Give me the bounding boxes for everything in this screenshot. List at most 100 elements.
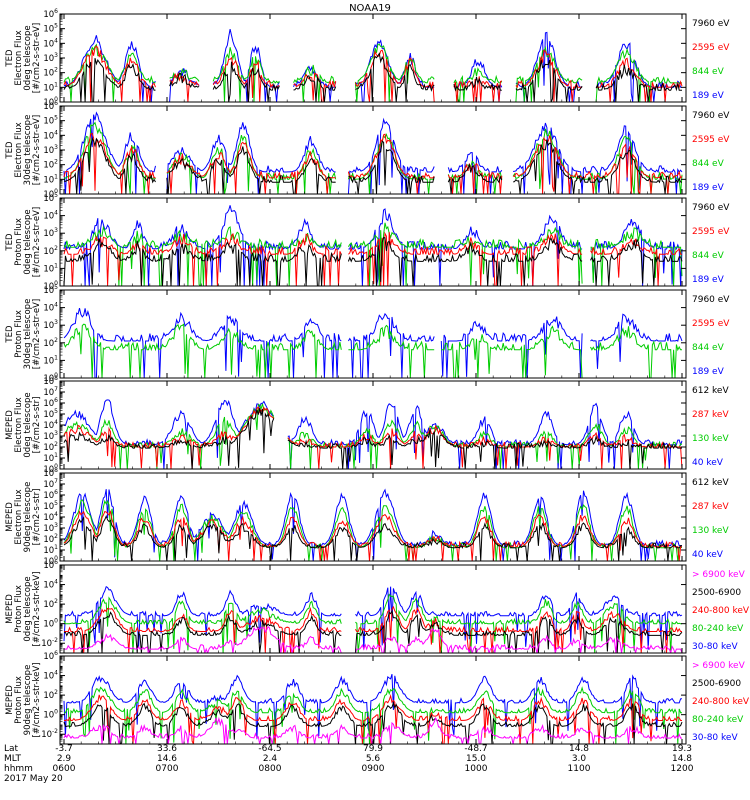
y-tick-label: 106 — [43, 559, 58, 571]
series-black — [63, 407, 682, 469]
y-axis-label: [#/cm2-s-str-keV] — [32, 663, 42, 738]
legend-entry: 844 eV — [692, 159, 725, 169]
y-tick-label: 102 — [43, 337, 58, 349]
series-magenta — [64, 625, 683, 653]
y-tick-label: 107 — [43, 478, 58, 490]
x-tick-label: 14.8 — [672, 754, 692, 764]
y-tick-label: 101 — [43, 173, 58, 185]
y-axis-label: MEPED — [5, 685, 15, 715]
y-tick-label: 100 — [43, 96, 58, 108]
y-axis-label: 30deg telescope — [23, 115, 33, 186]
series-red — [64, 694, 682, 744]
y-tick-label: 102 — [43, 689, 58, 701]
series-red — [63, 509, 682, 561]
y-tick-label: 106 — [43, 100, 58, 112]
y-tick-label: 102 — [43, 159, 58, 171]
y-tick-label: 105 — [43, 500, 58, 512]
x-tick-label: 0800 — [259, 764, 282, 774]
y-tick-label: 105 — [43, 192, 58, 204]
y-tick-label: 102 — [43, 441, 58, 453]
legend-entry: 7960 eV — [692, 203, 730, 213]
y-axis-label: MEPED — [5, 594, 15, 624]
y-tick-label: 104 — [43, 129, 58, 141]
y-tick-label: 105 — [43, 115, 58, 127]
legend-entry: 40 keV — [692, 550, 724, 560]
legend-entry: 189 eV — [692, 275, 725, 285]
y-tick-label: 100 — [43, 463, 58, 475]
x-tick-label: 5.6 — [366, 754, 381, 764]
legend-entry: 612 keV — [692, 386, 729, 396]
y-tick-label: 100 — [43, 618, 58, 630]
x-tick-label: 3.0 — [572, 754, 587, 764]
y-axis-label: Electron Flux — [14, 397, 24, 452]
y-tick-label: 106 — [43, 397, 58, 409]
series-green — [63, 121, 683, 194]
y-tick-label: 101 — [43, 452, 58, 464]
x-tick-label: 15.0 — [466, 754, 486, 764]
series-black — [64, 609, 683, 653]
legend-entry: 2500-6900 — [692, 679, 741, 689]
legend-entry: 80-240 keV — [692, 715, 744, 725]
series-black — [63, 236, 683, 286]
y-axis-label: Proton Flux — [14, 585, 24, 633]
y-tick-label: 105 — [43, 408, 58, 420]
x-tick-label: 0700 — [156, 764, 179, 774]
panel-frame — [59, 564, 687, 654]
legend-entry: 7960 eV — [692, 19, 730, 29]
legend-entry: 189 eV — [692, 91, 725, 101]
y-tick-label: 104 — [43, 670, 58, 682]
legend-entry: 30-80 keV — [692, 642, 738, 652]
y-tick-label: 10-2 — [41, 637, 58, 649]
y-axis-label: [#/cm2-s-str] — [32, 397, 42, 454]
y-axis-label: TED — [5, 141, 15, 160]
legend-entry: 287 keV — [692, 502, 729, 512]
y-axis-label: TED — [5, 233, 15, 252]
y-tick-label: 103 — [43, 227, 58, 239]
y-tick-label: 104 — [43, 210, 58, 222]
y-axis-label: TED — [5, 49, 15, 68]
series-blue — [63, 488, 682, 561]
series-green — [63, 499, 683, 561]
x-tick-label: 0900 — [362, 764, 385, 774]
y-axis-label: 30deg telescope — [23, 299, 33, 370]
y-tick-label: 100 — [43, 372, 58, 384]
y-tick-label: 106 — [43, 8, 58, 20]
series-blue — [63, 585, 683, 651]
y-tick-label: 108 — [43, 467, 58, 479]
x-tick-label: 2.9 — [57, 754, 72, 764]
y-tick-label: 102 — [43, 67, 58, 79]
series-black — [63, 137, 683, 194]
y-axis-label: Proton Flux — [14, 218, 24, 266]
panel-2: 100 101 102 103 104 105 106 TED Electron Flux 30d… — [5, 100, 730, 200]
y-tick-label: 10-2 — [41, 728, 58, 740]
y-tick-label: 101 — [43, 81, 58, 93]
legend-entry: 130 keV — [692, 434, 729, 444]
x-tick-label: 1000 — [465, 764, 488, 774]
x-tick-label: 1200 — [671, 764, 694, 774]
y-tick-label: 104 — [43, 37, 58, 49]
legend-entry: 30-80 keV — [692, 733, 738, 743]
y-axis-label: MEPED — [5, 502, 15, 532]
y-tick-label: 100 — [43, 280, 58, 292]
x-tick-label: 1100 — [568, 764, 591, 774]
y-axis-label: [#/cm2-s-str-eV] — [32, 23, 42, 93]
panel-frame — [59, 380, 687, 470]
y-tick-label: 104 — [43, 579, 58, 591]
y-tick-label: 102 — [43, 598, 58, 610]
x-tick-label: 79.9 — [363, 744, 383, 754]
y-tick-label: 108 — [43, 375, 58, 387]
series-black — [63, 701, 683, 744]
legend-entry: 40 keV — [692, 458, 724, 468]
y-tick-label: 100 — [43, 188, 58, 200]
y-tick-label: 105 — [43, 23, 58, 35]
x-row-label: Lat — [4, 744, 19, 754]
y-tick-label: 102 — [43, 533, 58, 545]
legend-entry: 80-240 keV — [692, 624, 744, 634]
series-blue — [63, 307, 683, 378]
x-tick-label: 0600 — [53, 764, 76, 774]
y-axis-label: 0deg telescope — [23, 576, 33, 641]
y-tick-label: 103 — [43, 430, 58, 442]
